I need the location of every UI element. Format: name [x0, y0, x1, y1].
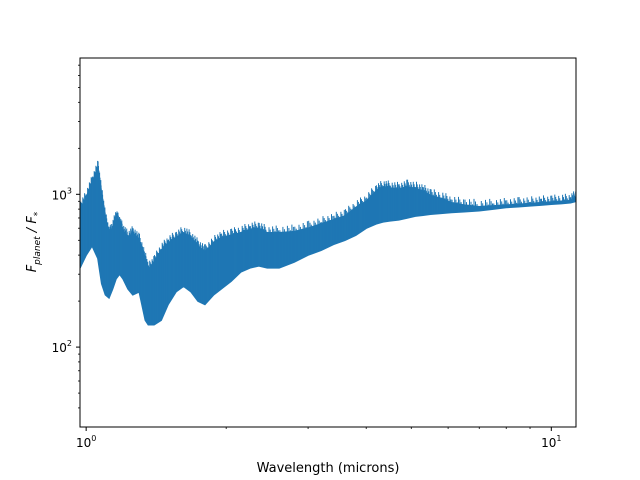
series-spikes-0	[80, 160, 576, 325]
y-tick-label: 102	[52, 339, 72, 355]
y-axis-label-star: *	[33, 211, 43, 216]
y-axis-label: Fplanet / F*	[25, 211, 43, 272]
x-axis-label: Wavelength (microns)	[257, 461, 400, 476]
y-axis-label-rest: / F	[25, 216, 40, 237]
plot-frame	[79, 57, 577, 428]
x-tick-label: 101	[541, 434, 561, 450]
y-axis-label-sub: planet	[33, 236, 43, 266]
y-axis-ticks: 102 103	[52, 64, 80, 409]
x-axis-ticks: 100 101	[76, 427, 561, 450]
x-tick-label: 100	[76, 434, 96, 450]
y-axis-label-main: F	[25, 264, 40, 272]
y-tick-label: 103	[52, 186, 72, 202]
series-layer	[80, 160, 576, 326]
